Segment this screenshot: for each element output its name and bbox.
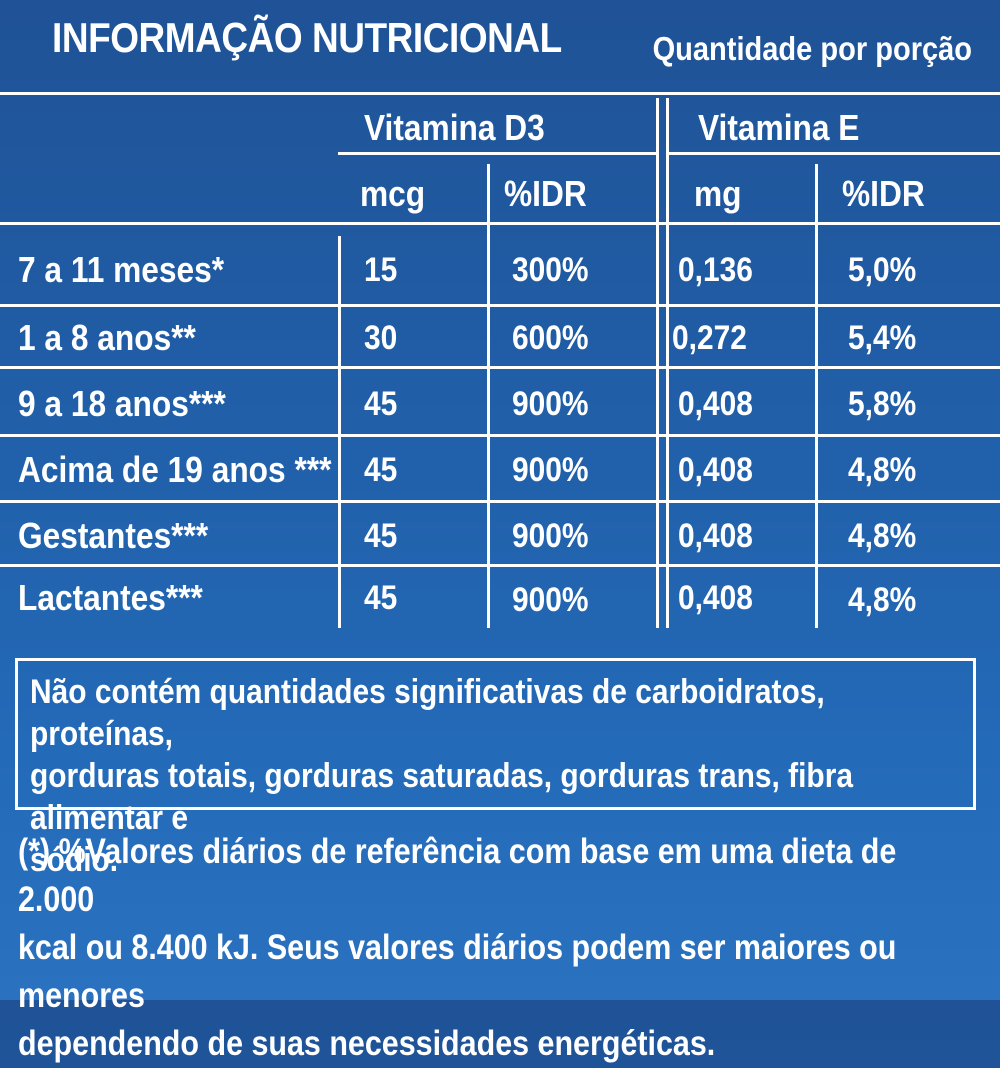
column-divider-2 — [487, 164, 490, 628]
unit-header-d3-idr: %IDR — [504, 173, 587, 214]
footnote-line: kcal ou 8.400 kJ. Seus valores diários p… — [18, 928, 897, 1015]
footnote: (*) %Valores diários de referência com b… — [18, 828, 975, 1068]
row-label: 1 a 8 anos** — [18, 317, 196, 358]
d3-idr-value: 900% — [512, 517, 589, 555]
d3-mcg-value: 45 — [364, 517, 398, 555]
notice-line: sódio. — [30, 841, 119, 879]
e-idr-value: 5,8% — [848, 385, 917, 423]
column-divider-1 — [338, 236, 341, 628]
column-divider-4 — [666, 98, 669, 628]
page-title: INFORMAÇÃO NUTRICIONAL — [52, 14, 562, 61]
d3-idr-value: 600% — [512, 319, 589, 357]
row-rule-4 — [0, 500, 1000, 503]
row-label: 9 a 18 anos*** — [18, 383, 226, 424]
header-bottom-rule — [0, 222, 1000, 225]
d3-mcg-value: 15 — [364, 251, 398, 289]
d3-idr-value: 900% — [512, 581, 589, 619]
row-label: Acima de 19 anos *** — [18, 449, 332, 490]
column-divider-3 — [656, 98, 659, 628]
row-rule-1 — [0, 304, 1000, 307]
row-rule-5 — [0, 564, 1000, 567]
row-rule-2 — [0, 366, 1000, 369]
row-label: 7 a 11 meses* — [18, 249, 225, 290]
e-mg-value: 0,272 — [672, 319, 747, 357]
d3-idr-value: 900% — [512, 385, 589, 423]
row-label: Lactantes*** — [18, 577, 203, 618]
serving-subtitle: Quantidade por porção — [652, 30, 972, 67]
footnote-line: dependendo de suas necessidades energéti… — [18, 1024, 716, 1063]
e-idr-value: 4,8% — [848, 517, 917, 555]
e-mg-value: 0,408 — [678, 385, 753, 423]
group-header-rule-e — [666, 152, 1000, 155]
notice-box: Não contém quantidades significativas de… — [15, 658, 976, 879]
group-header-rule-d3 — [338, 152, 656, 155]
table-top-rule — [0, 92, 1000, 95]
d3-mcg-value: 45 — [364, 385, 398, 423]
e-mg-value: 0,136 — [678, 251, 753, 289]
e-mg-value: 0,408 — [678, 579, 753, 617]
e-idr-value: 5,4% — [848, 319, 917, 357]
e-idr-value: 5,0% — [848, 251, 917, 289]
e-idr-value: 4,8% — [848, 581, 917, 619]
notice-line: Não contém quantidades significativas de… — [30, 673, 825, 753]
d3-mcg-value: 45 — [364, 451, 398, 489]
d3-mcg-value: 45 — [364, 579, 398, 617]
e-mg-value: 0,408 — [678, 451, 753, 489]
row-rule-3 — [0, 434, 1000, 437]
e-mg-value: 0,408 — [678, 517, 753, 555]
group-header-vitamin-d3: Vitamina D3 — [364, 107, 545, 148]
d3-mcg-value: 30 — [364, 319, 398, 357]
notice-text: Não contém quantidades significativas de… — [30, 671, 963, 881]
d3-idr-value: 300% — [512, 251, 589, 289]
d3-idr-value: 900% — [512, 451, 589, 489]
unit-header-e-idr: %IDR — [842, 173, 925, 214]
footnote-line: (*) %Valores diários de referência com b… — [18, 832, 897, 919]
group-header-vitamin-e: Vitamina E — [698, 107, 860, 148]
notice-line: gorduras totais, gorduras saturadas, gor… — [30, 757, 853, 837]
e-idr-value: 4,8% — [848, 451, 917, 489]
column-divider-5 — [815, 164, 818, 628]
row-label: Gestantes*** — [18, 515, 209, 556]
unit-header-mg: mg — [694, 173, 742, 214]
unit-header-mcg: mcg — [360, 173, 426, 214]
